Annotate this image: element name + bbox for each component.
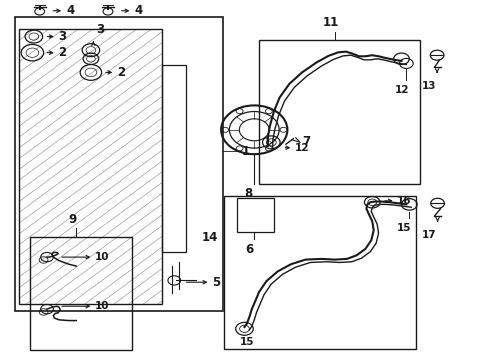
Text: 3: 3 bbox=[58, 30, 66, 43]
Text: 4: 4 bbox=[66, 4, 74, 17]
Text: 11: 11 bbox=[323, 17, 339, 30]
Text: 6: 6 bbox=[245, 243, 253, 256]
Text: 10: 10 bbox=[95, 252, 109, 262]
Text: 16: 16 bbox=[396, 196, 411, 206]
Text: 5: 5 bbox=[211, 276, 220, 289]
Text: 1: 1 bbox=[242, 145, 250, 158]
Text: 15: 15 bbox=[239, 337, 254, 347]
Text: 15: 15 bbox=[396, 223, 411, 233]
Bar bbox=[224, 196, 415, 348]
Text: 14: 14 bbox=[201, 231, 217, 244]
Text: 8: 8 bbox=[244, 187, 252, 200]
Text: 2: 2 bbox=[58, 46, 66, 59]
Text: 12: 12 bbox=[294, 143, 308, 153]
Text: 4: 4 bbox=[134, 4, 142, 17]
Text: 7: 7 bbox=[302, 135, 309, 148]
Text: 10: 10 bbox=[95, 301, 109, 311]
Bar bbox=[19, 30, 161, 304]
Text: 13: 13 bbox=[421, 81, 435, 91]
Bar bbox=[15, 17, 222, 311]
Text: 2: 2 bbox=[117, 66, 124, 79]
Text: 9: 9 bbox=[69, 213, 77, 226]
Bar bbox=[161, 65, 185, 252]
Text: 3: 3 bbox=[96, 23, 103, 36]
Text: 12: 12 bbox=[394, 85, 408, 95]
Bar bbox=[30, 237, 132, 350]
Text: 17: 17 bbox=[421, 230, 435, 240]
Bar bbox=[237, 198, 273, 232]
Bar bbox=[259, 40, 419, 184]
